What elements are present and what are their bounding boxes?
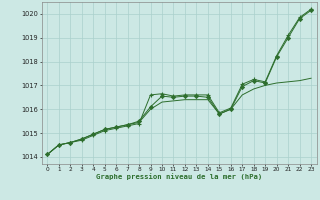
X-axis label: Graphe pression niveau de la mer (hPa): Graphe pression niveau de la mer (hPa) <box>96 174 262 180</box>
